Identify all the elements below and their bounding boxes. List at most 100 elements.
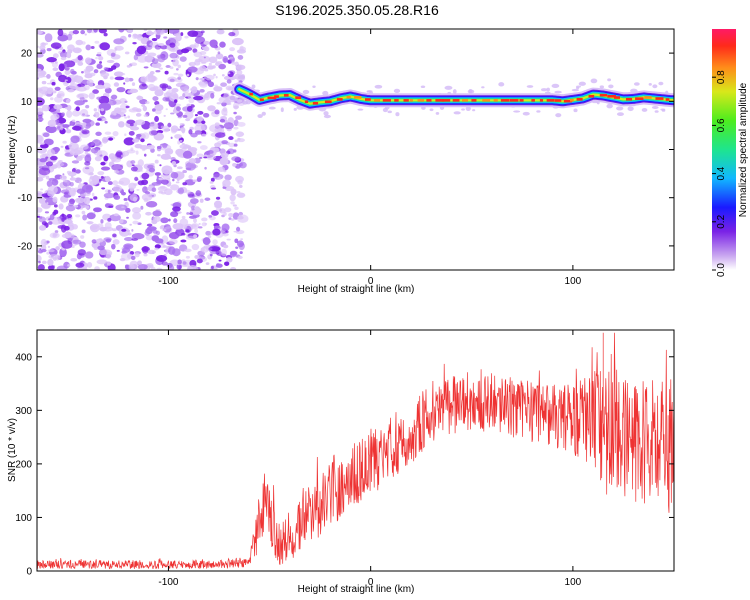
noise-speckle xyxy=(182,114,188,118)
noise-speckle xyxy=(64,69,71,76)
noise-speckle xyxy=(236,192,246,198)
noise-speckle xyxy=(59,126,63,131)
noise-speckle xyxy=(221,140,228,145)
noise-speckle xyxy=(134,176,139,182)
noise-speckle xyxy=(199,51,207,56)
noise-speckle xyxy=(152,229,158,234)
noise-speckle xyxy=(215,53,224,60)
noise-speckle xyxy=(162,125,170,133)
noise-speckle xyxy=(85,65,94,72)
noise-speckle xyxy=(170,125,179,133)
noise-speckle xyxy=(130,62,138,67)
noise-speckle xyxy=(118,121,125,128)
ridge-halo xyxy=(280,107,284,113)
colorbar-label: Normalized spectral amplitude xyxy=(738,82,749,217)
noise-speckle xyxy=(96,259,108,265)
noise-speckle xyxy=(71,119,76,122)
ridge-halo xyxy=(293,107,297,111)
noise-speckle xyxy=(143,66,149,69)
noise-speckle xyxy=(185,255,191,259)
ridge-halo xyxy=(322,90,329,96)
noise-speckle xyxy=(85,186,92,194)
noise-speckle xyxy=(84,151,88,155)
noise-speckle xyxy=(221,156,229,163)
noise-speckle xyxy=(163,226,173,234)
noise-speckle xyxy=(124,244,131,249)
snr-y-tick-label: 0 xyxy=(26,567,32,578)
noise-speckle xyxy=(41,104,50,112)
noise-speckle xyxy=(59,247,67,258)
noise-speckle xyxy=(208,247,213,251)
spectrogram-y-tick-label: -20 xyxy=(18,241,33,252)
ridge-halo xyxy=(498,82,505,87)
noise-speckle xyxy=(108,205,114,209)
ridge-peak xyxy=(354,96,362,99)
noise-speckle xyxy=(38,260,41,264)
noise-speckle xyxy=(130,166,138,172)
noise-speckle xyxy=(124,116,128,119)
noise-speckle xyxy=(239,251,243,255)
noise-speckle xyxy=(77,48,80,51)
spectrogram-y-tick-label: 10 xyxy=(21,97,33,108)
noise-speckle xyxy=(193,218,197,224)
noise-speckle xyxy=(214,142,222,148)
noise-speckle xyxy=(104,131,112,135)
noise-speckle xyxy=(82,125,87,129)
noise-speckle xyxy=(39,215,43,219)
noise-speckle xyxy=(118,29,125,33)
ridge-halo xyxy=(522,111,530,116)
noise-speckle xyxy=(204,166,207,170)
noise-speckle xyxy=(81,229,86,234)
noise-speckle xyxy=(128,33,132,38)
noise-speckle xyxy=(132,196,138,202)
noise-speckle xyxy=(61,112,65,117)
noise-speckle xyxy=(188,215,197,219)
noise-speckle xyxy=(93,211,96,214)
noise-speckle xyxy=(86,221,94,225)
noise-speckle xyxy=(160,45,168,50)
noise-speckle xyxy=(40,42,47,47)
noise-speckle xyxy=(82,165,95,175)
noise-speckle xyxy=(88,92,95,100)
noise-speckle xyxy=(108,137,114,141)
noise-speckle xyxy=(233,126,239,130)
noise-speckle xyxy=(148,167,156,173)
noise-speckle xyxy=(194,114,198,117)
noise-speckle xyxy=(91,174,100,184)
ridge-peak xyxy=(462,99,469,102)
noise-speckle xyxy=(71,125,82,131)
noise-speckle xyxy=(37,249,43,254)
noise-speckle xyxy=(145,201,158,208)
noise-speckle xyxy=(84,57,92,65)
noise-speckle xyxy=(67,264,71,267)
ridge-halo xyxy=(652,84,658,89)
noise-speckle xyxy=(93,207,102,213)
noise-speckle xyxy=(157,42,165,47)
noise-speckle xyxy=(194,130,202,135)
noise-speckle xyxy=(173,72,179,76)
noise-speckle xyxy=(174,134,182,139)
ridge-halo xyxy=(237,75,245,80)
noise-speckle xyxy=(77,93,85,98)
noise-speckle xyxy=(53,209,59,215)
noise-speckle xyxy=(159,242,165,249)
noise-speckle xyxy=(222,179,231,188)
noise-speckle xyxy=(185,229,190,233)
noise-speckle xyxy=(37,53,44,58)
noise-speckle xyxy=(182,261,187,265)
noise-speckle xyxy=(207,150,214,154)
noise-speckle xyxy=(82,214,88,221)
noise-speckle xyxy=(230,218,235,221)
ridge-peak xyxy=(267,96,277,100)
noise-speckle xyxy=(37,134,43,143)
noise-speckle xyxy=(103,66,109,71)
noise-speckle xyxy=(195,190,202,197)
noise-speckle xyxy=(216,102,222,105)
noise-speckle xyxy=(203,40,210,45)
noise-speckle xyxy=(46,180,53,188)
ridge-peak xyxy=(283,94,289,97)
ridge-halo xyxy=(616,112,624,117)
noise-speckle xyxy=(113,38,125,45)
noise-speckle xyxy=(142,246,149,254)
